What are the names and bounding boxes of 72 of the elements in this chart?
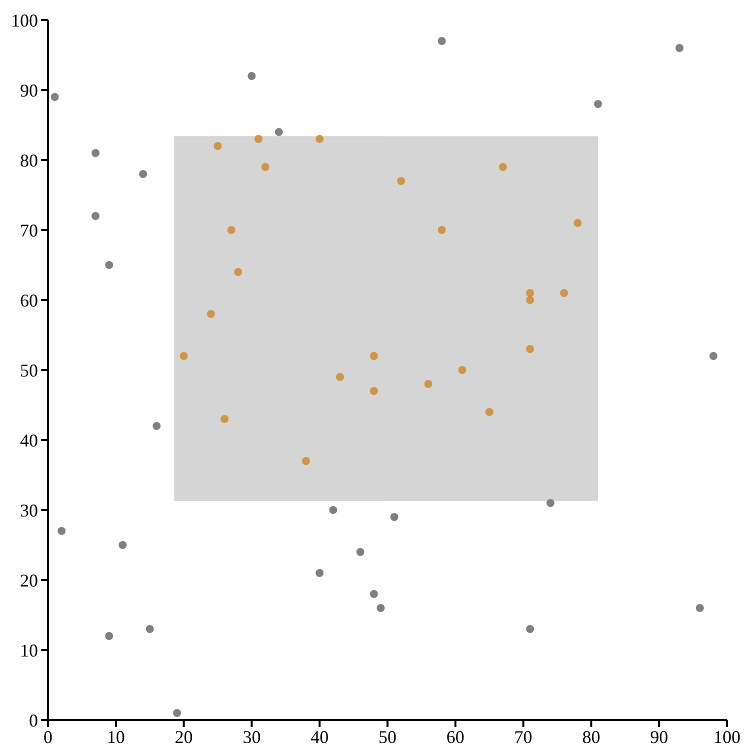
point	[574, 219, 582, 227]
x-tick-label: 60	[446, 726, 464, 747]
x-tick-label: 100	[714, 726, 740, 747]
x-tick-label: 40	[310, 726, 329, 747]
point	[92, 212, 100, 220]
point	[234, 268, 242, 276]
point	[261, 163, 270, 171]
point	[302, 457, 310, 465]
y-tick-label: 90	[20, 80, 38, 100]
point	[526, 289, 534, 297]
point	[526, 296, 534, 304]
point	[397, 177, 406, 185]
y-tick-label: 70	[20, 220, 38, 240]
point	[248, 72, 256, 80]
point	[498, 163, 507, 171]
point	[180, 352, 188, 360]
y-tick-label: 20	[20, 570, 38, 590]
point	[214, 142, 222, 150]
point	[709, 352, 718, 360]
point	[370, 387, 378, 395]
point	[424, 380, 432, 388]
point	[173, 709, 182, 717]
point	[220, 415, 229, 423]
point	[696, 604, 704, 612]
point	[370, 352, 378, 360]
y-tick-label: 10	[20, 640, 38, 660]
x-tick-label: 90	[650, 726, 668, 747]
point	[227, 226, 236, 234]
point	[594, 100, 602, 108]
point	[438, 226, 446, 234]
point	[390, 513, 398, 521]
point	[370, 590, 378, 598]
x-tick-label: 30	[242, 726, 261, 747]
y-tick-label: 80	[20, 150, 38, 170]
point	[105, 632, 114, 640]
y-tick-label: 30	[20, 500, 38, 520]
x-tick-label: 0	[44, 726, 52, 747]
point	[458, 366, 466, 374]
point	[118, 541, 127, 549]
point	[206, 310, 215, 318]
point	[438, 37, 446, 45]
y-tick-label: 0	[29, 710, 38, 730]
point	[152, 422, 161, 430]
point	[274, 128, 283, 136]
point	[356, 548, 364, 556]
y-tick-label: 100	[11, 10, 38, 30]
point	[526, 625, 534, 633]
point	[336, 373, 344, 381]
point	[92, 149, 100, 157]
point	[675, 44, 684, 52]
x-tick-label: 80	[582, 726, 600, 747]
point	[546, 499, 554, 507]
point	[526, 345, 534, 353]
point	[254, 135, 262, 143]
point	[329, 506, 338, 514]
x-tick-label: 20	[174, 726, 193, 747]
point	[376, 604, 385, 612]
x-tick-label: 10	[106, 726, 125, 747]
point	[485, 408, 494, 416]
point	[146, 625, 154, 633]
point	[58, 527, 66, 535]
point	[316, 135, 324, 143]
point	[105, 261, 114, 269]
y-tick-label: 60	[20, 290, 38, 310]
point	[50, 93, 59, 101]
point	[316, 569, 324, 577]
x-tick-label: 50	[378, 726, 396, 747]
x-tick-label: 70	[514, 726, 532, 747]
point	[139, 170, 148, 178]
y-tick-label: 50	[20, 360, 38, 380]
point	[560, 289, 568, 297]
y-tick-label: 40	[20, 430, 38, 450]
